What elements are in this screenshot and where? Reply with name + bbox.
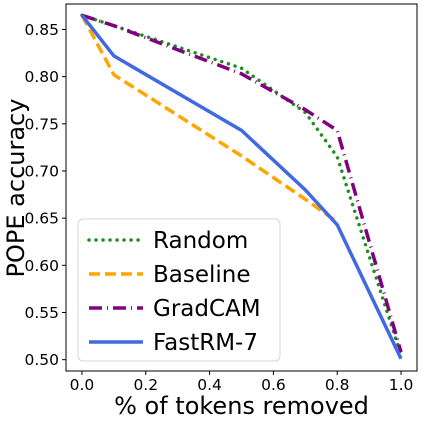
legend-label: GradCAM xyxy=(153,296,261,322)
x-tick-label: 1.0 xyxy=(389,376,414,394)
y-tick-label: 0.50 xyxy=(24,351,59,369)
legend-label: FastRM-7 xyxy=(153,330,258,356)
y-tick-label: 0.60 xyxy=(24,257,59,275)
x-tick-label: 0.8 xyxy=(325,376,350,394)
y-tick-label: 0.55 xyxy=(24,304,59,322)
y-tick-label: 0.75 xyxy=(24,115,59,133)
y-tick-label: 0.65 xyxy=(24,210,59,228)
y-tick-label: 0.85 xyxy=(24,21,59,39)
y-axis-label: POPE accuracy xyxy=(2,99,30,278)
y-tick-label: 0.80 xyxy=(24,68,59,86)
x-tick-label: 0.0 xyxy=(70,376,95,394)
y-tick-label: 0.70 xyxy=(24,162,59,180)
x-axis-label: % of tokens removed xyxy=(114,392,369,420)
series-line-fastrm-7 xyxy=(80,14,403,360)
x-tick-label: 0.6 xyxy=(261,376,286,394)
legend: Random Baseline GradCAM FastRM-7 xyxy=(77,218,281,362)
series-line-baseline xyxy=(80,14,339,224)
x-axis-ticks: 0.0 0.2 0.4 0.6 0.8 1.0 xyxy=(70,371,414,394)
series-layer xyxy=(80,13,403,360)
series-line-gradcam xyxy=(81,13,403,353)
legend-frame xyxy=(77,218,281,362)
plot-frame xyxy=(65,3,418,372)
y-axis-ticks: 0.50 0.55 0.60 0.65 0.70 0.75 0.80 0.85 xyxy=(24,21,66,369)
legend-label: Random xyxy=(153,228,248,254)
x-tick-label: 0.2 xyxy=(133,376,158,394)
legend-label: Baseline xyxy=(153,262,251,288)
x-tick-label: 0.4 xyxy=(197,376,222,394)
